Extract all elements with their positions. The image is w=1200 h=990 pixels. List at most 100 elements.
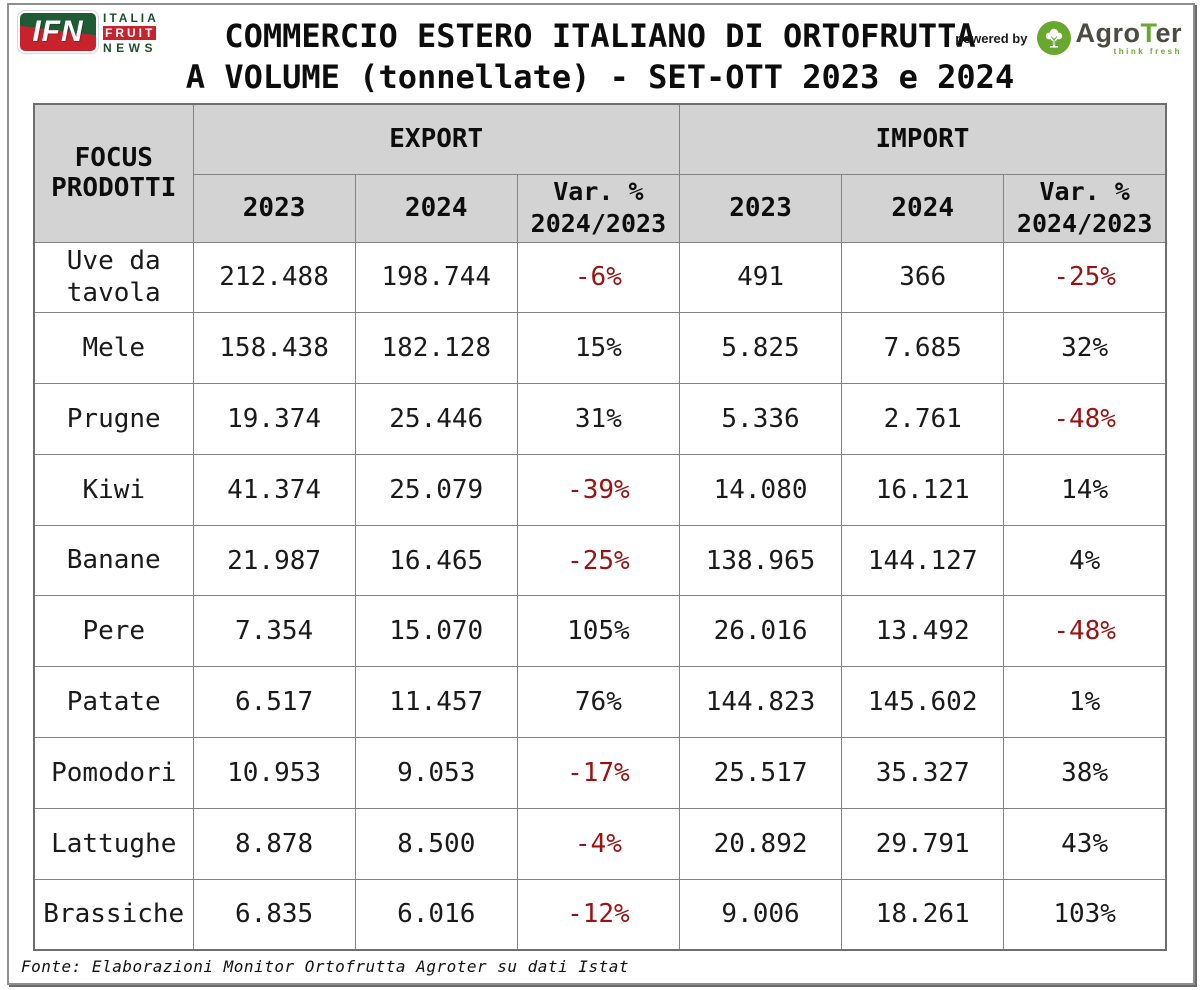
export-2024-value: 11.457 (354, 666, 518, 739)
import-2023-value: 144.823 (678, 666, 843, 739)
export-var-value: -25% (516, 524, 680, 597)
ifn-word-fruit: FRUIT (103, 26, 157, 40)
import-2024-value: 29.791 (841, 807, 1005, 880)
agroter-logo: powered by (955, 20, 1182, 56)
export-2024-value: 198.744 (354, 241, 518, 314)
import-2024-value: 2.761 (841, 383, 1005, 455)
import-2024-value: 145.602 (841, 666, 1005, 739)
export-2023-value: 21.987 (192, 524, 356, 597)
export-2023-value: 8.878 (192, 807, 356, 880)
ifn-wordmark: ITALIA FRUIT NEWS (103, 12, 159, 54)
import-2023-value: 14.080 (678, 453, 843, 526)
export-var-value: -39% (516, 453, 680, 526)
import-2023-value: 5.336 (678, 383, 843, 455)
export-var-header: Var. % 2024/2023 (516, 173, 680, 243)
import-2023-value: 25.517 (678, 737, 843, 809)
export-2024-value: 15.070 (354, 595, 518, 668)
agroter-tagline: think fresh (1113, 47, 1182, 56)
ifn-word-italia: ITALIA (103, 11, 159, 25)
table-row: Kiwi 41.374 25.079 -39% 14.080 16.121 14… (33, 453, 1167, 526)
ifn-badge-icon: IFN (18, 11, 98, 53)
import-2023-value: 5.825 (678, 312, 843, 385)
trade-table: FOCUS PRODOTTI EXPORT IMPORT 2023 2024 V… (33, 103, 1167, 951)
corner-header: FOCUS PRODOTTI (33, 103, 194, 243)
export-var-value: -6% (516, 241, 680, 314)
import-2023-value: 20.892 (678, 807, 843, 880)
page-title: COMMERCIO ESTERO ITALIANO DI ORTOFRUTTA … (0, 16, 1200, 98)
import-2024-value: 7.685 (841, 312, 1005, 385)
import-group-header: IMPORT (678, 103, 1167, 175)
table-row: Patate 6.517 11.457 76% 144.823 145.602 … (33, 666, 1167, 739)
page-header: IFN ITALIA FRUIT NEWS COMMERCIO ESTERO I… (0, 0, 1200, 100)
import-var-value: 1% (1003, 666, 1167, 739)
product-label: Kiwi (33, 453, 194, 526)
title-line-1: COMMERCIO ESTERO ITALIANO DI ORTOFRUTTA (224, 17, 976, 55)
export-2023-value: 19.374 (192, 383, 356, 455)
import-2024-value: 13.492 (841, 595, 1005, 668)
export-2024-value: 25.079 (354, 453, 518, 526)
export-2023-value: 41.374 (192, 453, 356, 526)
export-var-value: -12% (516, 878, 680, 951)
product-label: Lattughe (33, 807, 194, 880)
export-2023-value: 158.438 (192, 312, 356, 385)
import-2023-value: 26.016 (678, 595, 843, 668)
agroter-name-er: er (1155, 18, 1182, 48)
agroter-name-t: T (1140, 18, 1156, 48)
import-var-value: 103% (1003, 878, 1167, 951)
export-var-value: 15% (516, 312, 680, 385)
export-var-value: 76% (516, 666, 680, 739)
product-label: Brassiche (33, 878, 194, 951)
import-2024-value: 35.327 (841, 737, 1005, 809)
export-2024-value: 16.465 (354, 524, 518, 597)
product-label: Mele (33, 312, 194, 385)
source-note: Fonte: Elaborazioni Monitor Ortofrutta A… (21, 957, 629, 976)
ifn-logo: IFN ITALIA FRUIT NEWS (18, 11, 159, 54)
import-var-header: Var. % 2024/2023 (1003, 173, 1167, 243)
import-var-value: -25% (1003, 241, 1167, 314)
export-2023-value: 6.835 (192, 878, 356, 951)
agroter-name: AgroTer think fresh (1075, 20, 1182, 56)
import-2023-header: 2023 (678, 173, 843, 243)
export-2024-value: 6.016 (354, 878, 518, 951)
import-var-value: 32% (1003, 312, 1167, 385)
import-2024-value: 18.261 (841, 878, 1005, 951)
export-2024-header: 2024 (354, 173, 518, 243)
export-group-header: EXPORT (192, 103, 680, 175)
export-var-value: 31% (516, 383, 680, 455)
agroter-name-agro: Agro (1075, 18, 1141, 48)
import-var-value: 4% (1003, 524, 1167, 597)
import-var-value: 38% (1003, 737, 1167, 809)
ifn-word-news: NEWS (103, 41, 157, 55)
export-2023-value: 10.953 (192, 737, 356, 809)
export-2024-value: 182.128 (354, 312, 518, 385)
title-line-2: A VOLUME (tonnellate) - SET-OTT 2023 e 2… (185, 57, 1015, 96)
table-row: Mele 158.438 182.128 15% 5.825 7.685 32% (33, 312, 1167, 385)
table-row: Brassiche 6.835 6.016 -12% 9.006 18.261 … (33, 878, 1167, 951)
product-label: Prugne (33, 383, 194, 455)
export-2024-value: 25.446 (354, 383, 518, 455)
import-var-value: 43% (1003, 807, 1167, 880)
product-label: Uve da tavola (33, 241, 194, 314)
import-var-value: -48% (1003, 595, 1167, 668)
table-row: Prugne 19.374 25.446 31% 5.336 2.761 -48… (33, 383, 1167, 455)
export-2023-value: 6.517 (192, 666, 356, 739)
table-row: Uve da tavola 212.488 198.744 -6% 491 36… (33, 241, 1167, 314)
export-2023-value: 7.354 (192, 595, 356, 668)
import-var-value: 14% (1003, 453, 1167, 526)
import-2024-value: 366 (841, 241, 1005, 314)
export-2024-value: 8.500 (354, 807, 518, 880)
export-var-value: -17% (516, 737, 680, 809)
table-row: Pomodori 10.953 9.053 -17% 25.517 35.327… (33, 737, 1167, 809)
powered-by-label: powered by (955, 30, 1028, 46)
import-var-value: -48% (1003, 383, 1167, 455)
agroter-mark: AgroTer think fresh (1037, 20, 1182, 56)
import-2024-value: 144.127 (841, 524, 1005, 597)
table-row: Lattughe 8.878 8.500 -4% 20.892 29.791 4… (33, 807, 1167, 880)
table-row: Pere 7.354 15.070 105% 26.016 13.492 -48… (33, 595, 1167, 668)
agroter-tree-icon (1037, 21, 1072, 55)
import-2023-value: 491 (678, 241, 843, 314)
export-2024-value: 9.053 (354, 737, 518, 809)
export-var-value: 105% (516, 595, 680, 668)
export-var-value: -4% (516, 807, 680, 880)
